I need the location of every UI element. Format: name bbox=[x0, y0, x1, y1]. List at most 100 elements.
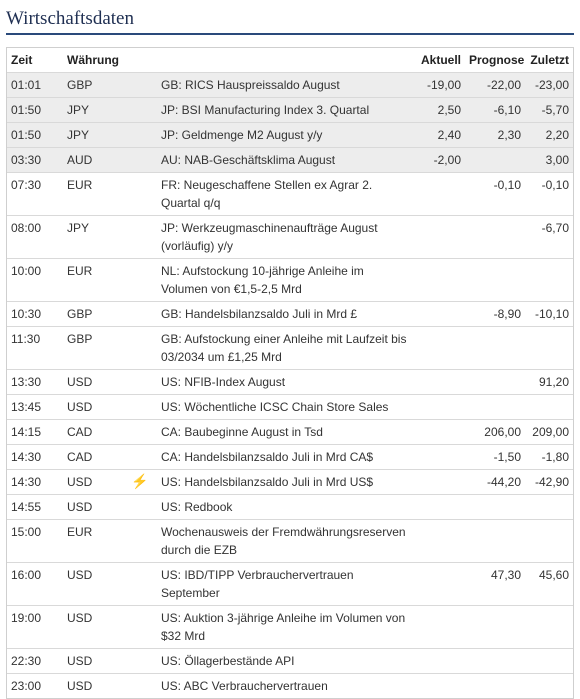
row-time: 10:30 bbox=[7, 301, 63, 327]
row-aktuell: -2,00 bbox=[413, 147, 465, 173]
row-event: GB: Handelsbilanzsaldo Juli in Mrd £ bbox=[157, 301, 413, 327]
row-event: AU: NAB-Geschäftsklima August bbox=[157, 147, 413, 173]
row-time: 14:55 bbox=[7, 494, 63, 520]
table-row[interactable]: 14:30 CAD CA: Handelsbilanzsaldo Juli in M… bbox=[7, 444, 573, 470]
table-row[interactable]: 14:55 USD US: Redbook bbox=[7, 494, 573, 520]
economic-calendar-table: Zeit Währung Aktuell Prognose Zuletzt 01… bbox=[7, 48, 573, 698]
row-flag bbox=[131, 519, 157, 563]
row-time: 03:30 bbox=[7, 147, 63, 173]
row-zuletzt: 45,60 bbox=[525, 562, 573, 606]
header-waehrung[interactable]: Währung bbox=[63, 48, 131, 73]
row-event: JP: Geldmenge M2 August y/y bbox=[157, 122, 413, 148]
row-aktuell bbox=[413, 519, 465, 563]
row-prognose bbox=[465, 605, 525, 649]
table-row[interactable]: 22:30 USD US: Öllagerbestände API bbox=[7, 648, 573, 674]
header-flag bbox=[131, 48, 157, 73]
row-event: NL: Aufstockung 10-jährige Anleihe im Vo… bbox=[157, 258, 413, 302]
row-event: US: IBD/TIPP Verbrauchervertrauen Septem… bbox=[157, 562, 413, 606]
row-currency: JPY bbox=[63, 215, 131, 259]
row-event: JP: Werkzeugmaschinenaufträge August (vo… bbox=[157, 215, 413, 259]
row-zuletzt bbox=[525, 605, 573, 649]
table-row[interactable]: 13:45 USD US: Wöchentliche ICSC Chain Stor… bbox=[7, 394, 573, 420]
row-flag bbox=[131, 326, 157, 370]
header-zuletzt[interactable]: Zuletzt bbox=[525, 48, 573, 73]
table-row[interactable]: 07:30 EUR FR: Neugeschaffene Stellen ex Ag… bbox=[7, 172, 573, 216]
table-row[interactable]: 10:00 EUR NL: Aufstockung 10-jährige Anlei… bbox=[7, 258, 573, 302]
row-aktuell bbox=[413, 326, 465, 370]
table-row[interactable]: 11:30 GBP GB: Aufstockung einer Anleihe mi… bbox=[7, 326, 573, 370]
row-flag bbox=[131, 301, 157, 327]
row-aktuell: -19,00 bbox=[413, 72, 465, 98]
row-aktuell bbox=[413, 419, 465, 445]
title-divider bbox=[6, 33, 574, 35]
row-event: US: ABC Verbrauchervertrauen bbox=[157, 673, 413, 698]
row-prognose bbox=[465, 147, 525, 173]
row-flag bbox=[131, 562, 157, 606]
header-prognose[interactable]: Prognose bbox=[465, 48, 525, 73]
row-time: 07:30 bbox=[7, 172, 63, 216]
table-row[interactable]: 10:30 GBP GB: Handelsbilanzsaldo Juli in M… bbox=[7, 301, 573, 327]
row-event: US: Öllagerbestände API bbox=[157, 648, 413, 674]
row-zuletzt: -0,10 bbox=[525, 172, 573, 216]
row-flag bbox=[131, 673, 157, 698]
row-zuletzt bbox=[525, 494, 573, 520]
row-time: 14:15 bbox=[7, 419, 63, 445]
row-aktuell bbox=[413, 648, 465, 674]
row-zuletzt bbox=[525, 519, 573, 563]
row-prognose bbox=[465, 369, 525, 395]
table-row[interactable]: 03:30 AUD AU: NAB-Geschäftsklima August -2,… bbox=[7, 147, 573, 173]
row-currency: USD bbox=[63, 605, 131, 649]
table-row[interactable]: 19:00 USD US: Auktion 3-jährige Anleihe im… bbox=[7, 605, 573, 649]
row-currency: CAD bbox=[63, 419, 131, 445]
row-aktuell bbox=[413, 215, 465, 259]
row-event: US: Auktion 3-jährige Anleihe im Volumen… bbox=[157, 605, 413, 649]
table-row[interactable]: 23:00 USD US: ABC Verbrauchervertrauen bbox=[7, 673, 573, 698]
row-currency: JPY bbox=[63, 97, 131, 123]
row-currency: USD bbox=[63, 469, 131, 495]
header-zeit[interactable]: Zeit bbox=[7, 48, 63, 73]
row-flag bbox=[131, 494, 157, 520]
table-row[interactable]: 14:15 CAD CA: Baubeginne August in Tsd 206,… bbox=[7, 419, 573, 445]
table-row[interactable]: 01:50 JPY JP: Geldmenge M2 August y/y 2,40 2… bbox=[7, 122, 573, 148]
row-aktuell bbox=[413, 605, 465, 649]
table-row[interactable]: 08:00 JPY JP: Werkzeugmaschinenaufträge Au… bbox=[7, 215, 573, 259]
row-event: US: NFIB-Index August bbox=[157, 369, 413, 395]
row-time: 01:50 bbox=[7, 122, 63, 148]
row-aktuell bbox=[413, 562, 465, 606]
row-flag bbox=[131, 444, 157, 470]
row-prognose: 47,30 bbox=[465, 562, 525, 606]
table-row[interactable]: 01:50 JPY JP: BSI Manufacturing Index 3. Q… bbox=[7, 97, 573, 123]
table-row[interactable]: 15:00 EUR Wochenausweis der Fremdwährungsr… bbox=[7, 519, 573, 563]
row-currency: USD bbox=[63, 494, 131, 520]
row-flag bbox=[131, 605, 157, 649]
row-flag: ⚡ bbox=[131, 469, 157, 495]
row-currency: USD bbox=[63, 648, 131, 674]
row-currency: USD bbox=[63, 369, 131, 395]
row-aktuell bbox=[413, 673, 465, 698]
row-prognose bbox=[465, 494, 525, 520]
row-time: 13:30 bbox=[7, 369, 63, 395]
row-currency: CAD bbox=[63, 444, 131, 470]
row-aktuell: 2,40 bbox=[413, 122, 465, 148]
row-event: US: Handelsbilanzsaldo Juli in Mrd US$ bbox=[157, 469, 413, 495]
row-prognose: -44,20 bbox=[465, 469, 525, 495]
table-row[interactable]: 13:30 USD US: NFIB-Index August 91,20 bbox=[7, 369, 573, 395]
row-flag bbox=[131, 172, 157, 216]
row-aktuell: 2,50 bbox=[413, 97, 465, 123]
row-aktuell bbox=[413, 369, 465, 395]
row-currency: GBP bbox=[63, 72, 131, 98]
header-aktuell[interactable]: Aktuell bbox=[413, 48, 465, 73]
row-flag bbox=[131, 419, 157, 445]
table-row[interactable]: 16:00 USD US: IBD/TIPP Verbrauchervertraue… bbox=[7, 562, 573, 606]
row-time: 10:00 bbox=[7, 258, 63, 302]
table-row[interactable]: 14:30 USD ⚡ US: Handelsbilanzsaldo Juli in … bbox=[7, 469, 573, 495]
row-prognose: -0,10 bbox=[465, 172, 525, 216]
lightning-icon: ⚡ bbox=[131, 473, 149, 489]
row-time: 16:00 bbox=[7, 562, 63, 606]
row-zuletzt bbox=[525, 326, 573, 370]
table-row[interactable]: 01:01 GBP GB: RICS Hauspreissaldo August -1… bbox=[7, 72, 573, 98]
row-flag bbox=[131, 648, 157, 674]
row-flag bbox=[131, 258, 157, 302]
row-aktuell bbox=[413, 469, 465, 495]
row-time: 01:50 bbox=[7, 97, 63, 123]
